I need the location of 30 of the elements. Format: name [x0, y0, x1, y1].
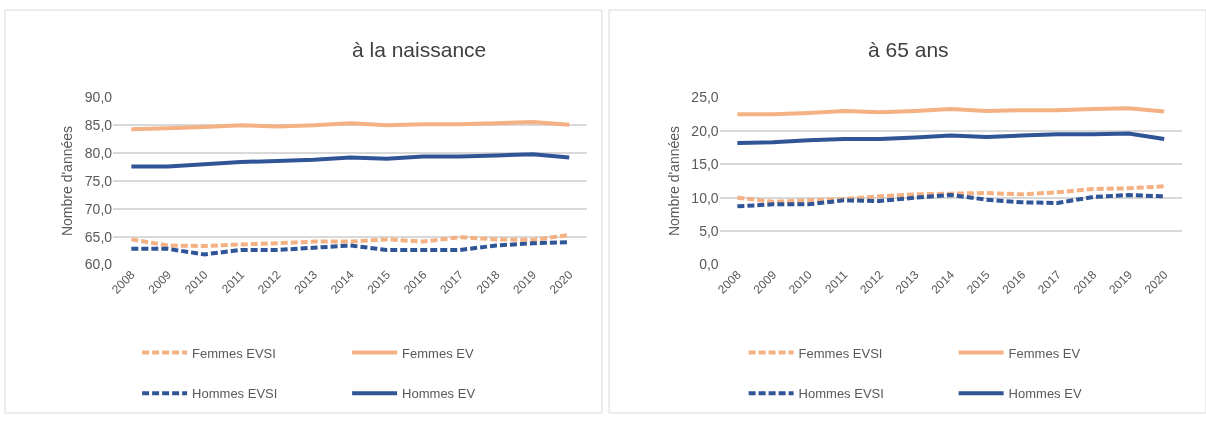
- legend-label: Hommes EV: [402, 386, 476, 402]
- line-series: [735, 131, 1167, 145]
- y-tick-label: 65,0: [84, 228, 113, 245]
- line-series: [129, 120, 572, 132]
- y-tick-label: 85,0: [84, 117, 113, 134]
- y-tick-label: 70,0: [84, 200, 113, 217]
- chart-title: à la naissance: [352, 38, 487, 61]
- y-tick-label: 75,0: [84, 172, 113, 189]
- y-tick-label: 80,0: [84, 145, 113, 162]
- legend-label: Hommes EVSI: [798, 386, 884, 402]
- y-tick-label: 10,0: [691, 189, 719, 206]
- legend-label: Femmes EV: [1008, 345, 1081, 361]
- y-tick-label: 15,0: [691, 156, 719, 173]
- legend-label: Hommes EV: [1008, 386, 1082, 402]
- legend-label: Femmes EV: [402, 345, 474, 361]
- line-series: [735, 184, 1167, 204]
- y-tick-label: 0,0: [699, 256, 719, 273]
- line-series: [735, 106, 1167, 117]
- y-axis-title: Nombre d'années: [59, 125, 76, 237]
- y-tick-label: 90,0: [84, 89, 113, 106]
- y-tick-label: 25,0: [691, 89, 719, 106]
- y-tick-label: 60,0: [84, 256, 113, 273]
- legend-label: Femmes EVSI: [192, 345, 276, 361]
- y-axis-title: Nombre d'années: [665, 125, 682, 237]
- y-tick-label: 20,0: [691, 122, 719, 139]
- line-series: [129, 152, 572, 169]
- legend-label: Hommes EVSI: [192, 386, 278, 402]
- y-tick-label: 5,0: [699, 222, 719, 239]
- legend-label: Femmes EVSI: [798, 345, 883, 361]
- chart-title: à 65 ans: [868, 38, 949, 61]
